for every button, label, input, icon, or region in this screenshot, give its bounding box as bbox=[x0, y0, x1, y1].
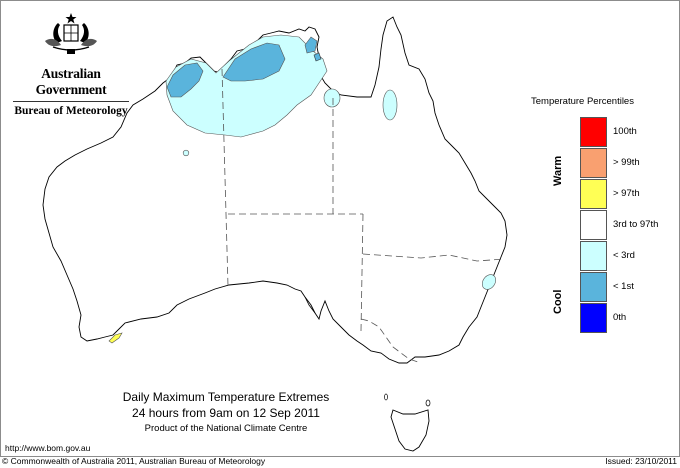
region-below-3rd-nqld bbox=[382, 89, 398, 121]
swatch-1st bbox=[580, 272, 607, 302]
region-below-3rd-gulf bbox=[323, 88, 341, 108]
map-titles: Daily Maximum Temperature Extremes 24 ho… bbox=[101, 389, 351, 435]
region-below-3rd-north bbox=[165, 34, 328, 138]
state-borders bbox=[221, 68, 506, 364]
legend-label-1st: < 1st bbox=[613, 281, 634, 292]
swatch-97th bbox=[580, 179, 607, 209]
region-below-1st-arnhem bbox=[304, 36, 318, 54]
footer: © Commonwealth of Australia 2011, Austra… bbox=[0, 456, 680, 467]
map-title: Daily Maximum Temperature Extremes bbox=[122, 390, 330, 404]
cool-label: Cool bbox=[552, 289, 564, 314]
bom-logo: Australian Government Bureau of Meteorol… bbox=[9, 11, 133, 117]
map-frame: Australian Government Bureau of Meteorol… bbox=[0, 0, 680, 457]
legend-label-0th: 0th bbox=[613, 312, 627, 323]
region-below-3rd-nsw bbox=[481, 274, 497, 290]
government-name: Australian Government bbox=[35, 66, 107, 97]
region-above-97th-swwa bbox=[108, 332, 123, 344]
region-below-1st-kimberley bbox=[166, 62, 204, 98]
agency-name: Bureau of Meteorology bbox=[14, 105, 128, 117]
swatch-normal bbox=[580, 210, 607, 240]
tasmania-outline bbox=[390, 409, 430, 452]
legend-label-100th: 100th bbox=[613, 126, 637, 137]
legend-title: Temperature Percentiles bbox=[531, 96, 634, 107]
warm-label: Warm bbox=[552, 155, 564, 186]
map-product: Product of the National Climate Centre bbox=[144, 423, 308, 434]
map-period: 24 hours from 9am on 12 Sep 2011 bbox=[132, 406, 320, 420]
swatch-100th bbox=[580, 117, 607, 147]
coat-of-arms-icon bbox=[45, 13, 97, 54]
legend-label-normal: 3rd to 97th bbox=[613, 219, 659, 230]
region-below-1st-groote bbox=[313, 52, 322, 62]
copyright-text: © Commonwealth of Australia 2011, Austra… bbox=[2, 456, 266, 466]
legend-label-3rd: < 3rd bbox=[613, 250, 635, 261]
region-below-1st-topend bbox=[222, 42, 286, 82]
legend-label-97th: > 97th bbox=[613, 188, 640, 199]
swatch-0th bbox=[580, 303, 607, 333]
bom-url-link[interactable]: http://www.bom.gov.au bbox=[5, 443, 91, 453]
swatch-3rd bbox=[580, 241, 607, 271]
region-below-3rd-wa-small bbox=[182, 149, 190, 157]
legend-label-99th: > 99th bbox=[613, 157, 640, 168]
swatch-99th bbox=[580, 148, 607, 178]
issued-date: Issued: 23/10/2011 bbox=[605, 456, 677, 466]
logo-divider bbox=[13, 101, 129, 102]
